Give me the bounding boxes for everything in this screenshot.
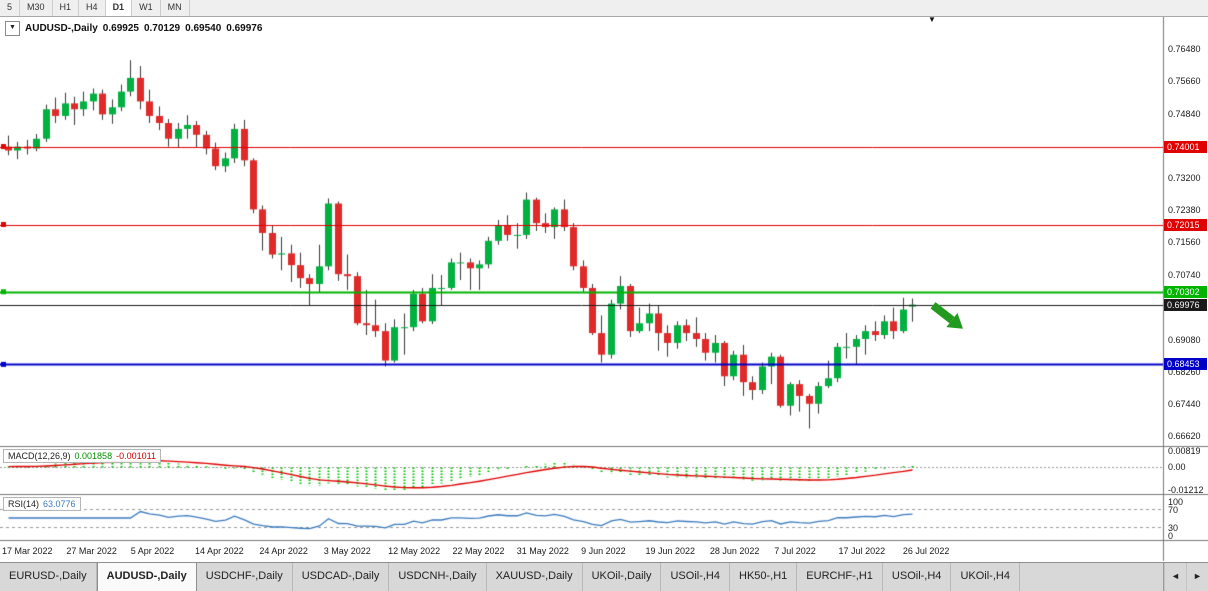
- date-tick-label: 5 Apr 2022: [130, 546, 175, 556]
- chart-tab-usdcad-daily[interactable]: USDCAD-,Daily: [293, 563, 390, 591]
- timeframe-button-d1[interactable]: D1: [105, 0, 133, 16]
- price-line-badge: 0.68453: [1164, 358, 1207, 371]
- date-tick-label: 7 Jul 2022: [774, 546, 816, 556]
- price-line-badge: 0.72015: [1164, 218, 1207, 231]
- price-tick-label: 0.75660: [1168, 76, 1201, 87]
- macd-axis-label: 0.00819: [1168, 445, 1201, 456]
- date-tick-label: 24 Apr 2022: [259, 546, 308, 556]
- chart-tab-bar: EURUSD-,Daily AUDUSD-,Daily USDCHF-,Daily U…: [0, 562, 1208, 591]
- chart-tab-audusd-daily[interactable]: AUDUSD-,Daily: [96, 563, 197, 591]
- rsi-axis-label: 100: [1168, 497, 1184, 507]
- chart-symbol-label: AUDUSD-,Daily: [25, 23, 98, 34]
- macd-indicator-label: MACD(12,26,9) 0.001858 -0.001011: [3, 449, 161, 463]
- rsi-indicator-label: RSI(14) 63.0776: [3, 497, 81, 511]
- chart-tab-ukoil-daily[interactable]: UKOil-,Daily: [583, 563, 662, 591]
- price-tick-label: 0.68260: [1168, 366, 1201, 377]
- price-tick-label: 0.69080: [1168, 334, 1201, 345]
- date-tick-label: 14 Apr 2022: [195, 546, 244, 556]
- macd-axis-label: 0.00: [1168, 461, 1186, 472]
- price-tick-label: 0.70740: [1168, 269, 1201, 280]
- timeframe-toolbar: 5 M30 H1 H4 D1 W1 MN: [0, 0, 1208, 17]
- date-tick-label: 3 May 2022: [323, 546, 371, 556]
- date-tick-label: 19 Jun 2022: [645, 546, 696, 556]
- symbol-marker-icon[interactable]: ▼: [5, 21, 20, 36]
- timeframe-button-h1[interactable]: H1: [52, 0, 80, 16]
- chart-tab-usoil-h4[interactable]: USOil-,H4: [661, 563, 730, 591]
- ohlc-high: 0.70129: [143, 23, 181, 34]
- price-tick-label: 0.72380: [1168, 205, 1201, 216]
- chart-shift-marker-icon[interactable]: ▼: [928, 15, 936, 24]
- macd-name: MACD(12,26,9): [8, 451, 71, 461]
- timeframe-button-w1[interactable]: W1: [132, 0, 161, 16]
- ohlc-open: 0.69925: [102, 23, 139, 34]
- chart-tab-eurusd-daily[interactable]: EURUSD-,Daily: [0, 563, 97, 591]
- rsi-axis-label: 0: [1168, 531, 1174, 541]
- chart-tabs: EURUSD-,Daily AUDUSD-,Daily USDCHF-,Daily U…: [0, 563, 1163, 591]
- macd-axis-label: -0.01212: [1168, 485, 1204, 496]
- tab-navigation: ◄ ►: [1163, 563, 1208, 591]
- price-tick-label: 0.67440: [1168, 399, 1201, 410]
- date-tick-label: 31 May 2022: [516, 546, 569, 556]
- rsi-name: RSI(14): [8, 499, 40, 509]
- price-tick-label: 0.66620: [1168, 431, 1201, 442]
- tab-scroll-right-button[interactable]: ►: [1186, 563, 1208, 591]
- chart-tab-xauusd-daily[interactable]: XAUUSD-,Daily: [487, 563, 583, 591]
- date-tick-label: 28 Jun 2022: [709, 546, 760, 556]
- date-tick-label: 9 Jun 2022: [581, 546, 626, 556]
- tab-scroll-left-button[interactable]: ◄: [1164, 563, 1186, 591]
- date-tick-label: 17 Jul 2022: [838, 546, 886, 556]
- price-tick-label: 0.73200: [1168, 172, 1201, 183]
- ohlc-low: 0.69540: [185, 23, 222, 34]
- price-line-badge: 0.70302: [1164, 285, 1207, 298]
- chart-tab-eurchf-h1[interactable]: EURCHF-,H1: [797, 563, 883, 591]
- price-tick-label: 0.74840: [1168, 108, 1201, 119]
- chart-tab-hk50-h1[interactable]: HK50-,H1: [730, 563, 798, 591]
- rsi-axis-label: 70: [1168, 505, 1179, 516]
- date-axis[interactable]: 17 Mar 2022 27 Mar 2022 5 Apr 2022 14 Apr 2…: [0, 541, 1163, 561]
- timeframe-button-mn[interactable]: MN: [160, 0, 190, 16]
- rsi-axis-label: 30: [1168, 522, 1179, 533]
- date-tick-label: 26 Jul 2022: [902, 546, 950, 556]
- ohlc-close: 0.69976: [226, 23, 263, 34]
- price-tick-label: 0.76480: [1168, 44, 1201, 55]
- price-line-badge: 0.74001: [1164, 140, 1207, 153]
- price-tick-label: 0.71560: [1168, 237, 1201, 248]
- date-tick-label: 27 Mar 2022: [66, 546, 117, 556]
- sell-arrow-annotation-icon[interactable]: [926, 297, 970, 337]
- chart-tab-usoil-h4[interactable]: USOil-,H4: [883, 563, 952, 591]
- timeframe-button-m30[interactable]: M30: [20, 0, 53, 16]
- chart-tab-usdcnh-daily[interactable]: USDCNH-,Daily: [389, 563, 487, 591]
- price-line-badge: 0.69976: [1164, 298, 1207, 311]
- macd-signal-value: -0.001011: [116, 451, 156, 461]
- rsi-value: 63.0776: [43, 499, 76, 509]
- chart-tab-ukoil-h4[interactable]: UKOil-,H4: [951, 563, 1020, 591]
- date-tick-label: 22 May 2022: [452, 546, 505, 556]
- macd-main-value: 0.001858: [74, 451, 113, 461]
- date-tick-label: 12 May 2022: [388, 546, 441, 556]
- timeframe-button-5[interactable]: 5: [0, 0, 21, 16]
- timeframe-button-h4[interactable]: H4: [79, 0, 106, 16]
- chart-title-box: ▼ AUDUSD-,Daily 0.69925 0.70129 0.69540 …: [5, 21, 262, 36]
- price-axis[interactable]: 0.76480 0.75660 0.74840 0.73200 0.72380 0.715…: [1164, 0, 1208, 562]
- chart-tab-usdchf-daily[interactable]: USDCHF-,Daily: [197, 563, 293, 591]
- date-tick-label: 17 Mar 2022: [2, 546, 53, 556]
